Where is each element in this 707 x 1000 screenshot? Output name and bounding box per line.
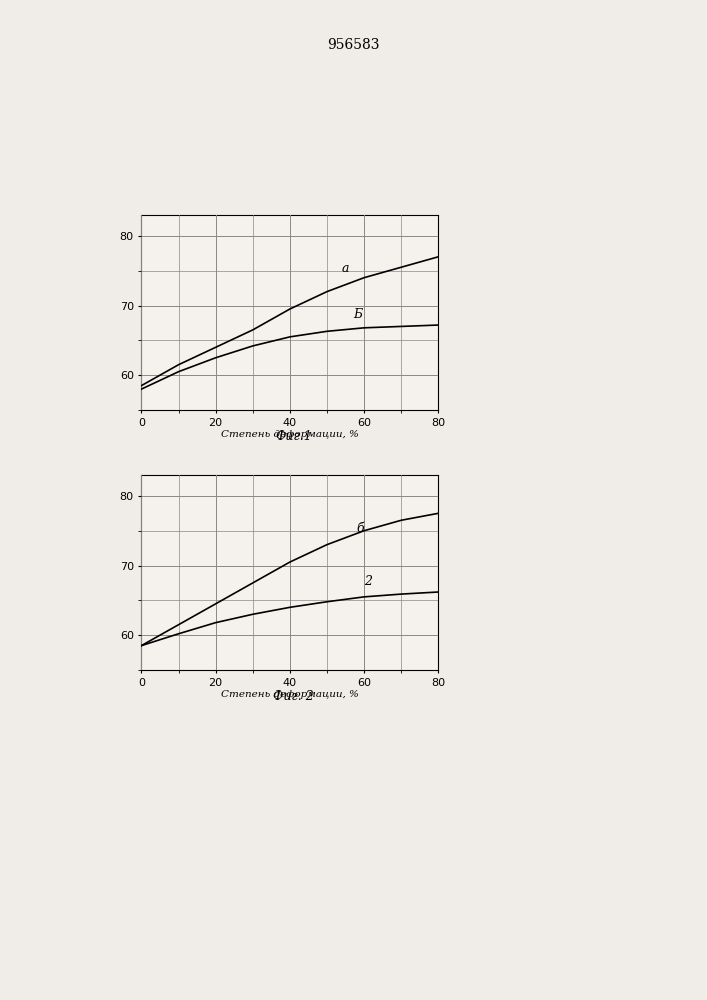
Text: б: б: [356, 522, 364, 535]
X-axis label: Степень деформации, %: Степень деформации, %: [221, 430, 359, 439]
Text: 2: 2: [364, 575, 372, 588]
X-axis label: Степень деформации, %: Степень деформации, %: [221, 690, 359, 699]
Text: Фиг. 2: Фиг. 2: [273, 690, 314, 703]
Text: Б: Б: [353, 308, 362, 321]
Text: 956583: 956583: [327, 38, 380, 52]
Text: Фиг.1: Фиг.1: [275, 430, 312, 443]
Text: а: а: [341, 262, 349, 275]
